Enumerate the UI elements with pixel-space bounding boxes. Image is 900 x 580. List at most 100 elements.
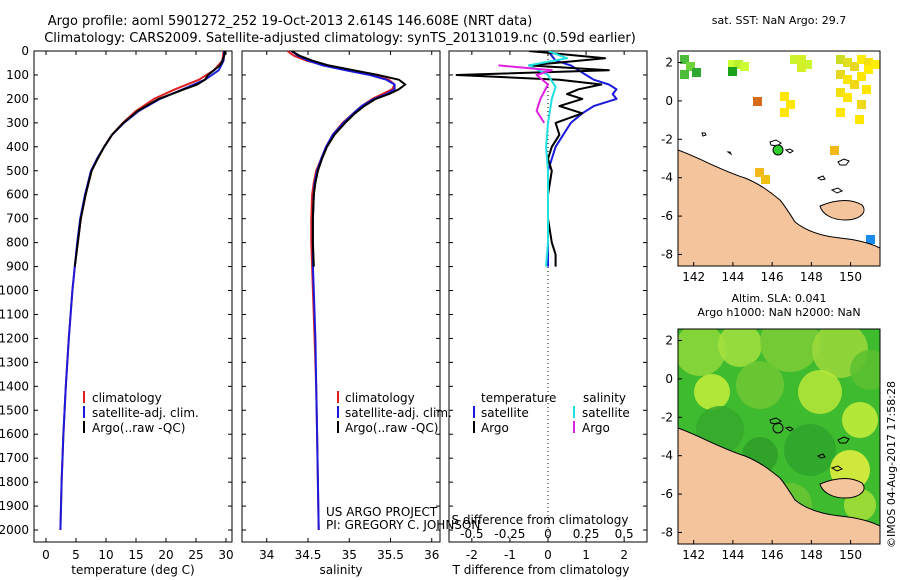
- series-satellite-adj-clim-: [59, 51, 226, 531]
- s-diff-tick-label: 0.25: [573, 527, 600, 541]
- difference-x-ticks: -2 -1 0 1 2 -0.5 -0.25 0 0.25 0.5: [460, 51, 634, 562]
- x-tick-label: 34: [259, 548, 274, 562]
- sst-cell: [728, 67, 737, 76]
- sst-cell: [830, 146, 839, 155]
- sst-cell: [866, 235, 875, 244]
- depth-tick-label: 2000: [0, 523, 29, 537]
- x-tick-label: 0: [42, 548, 50, 562]
- depth-tick-label: 1000: [0, 284, 29, 298]
- legend-label-s-satellite: satellite: [582, 406, 630, 420]
- map-y-tick-label: -6: [661, 487, 673, 501]
- x-tick-label: 2: [620, 548, 628, 562]
- depth-tick-label: 1300: [0, 355, 29, 369]
- sst-cell: [786, 100, 795, 109]
- map-x-tick-label: 144: [721, 270, 744, 284]
- map-y-tick-label: -2: [661, 410, 673, 424]
- project-credit: US ARGO PROJECT: [326, 505, 438, 519]
- s-diff-tick-label: 0: [544, 527, 552, 541]
- land-new-guinea: [678, 427, 880, 544]
- temperature-curves: [59, 51, 226, 531]
- s-diff-tick-label: -0.5: [460, 527, 483, 541]
- temperature-plot-frame: [33, 50, 233, 543]
- s-diff-tick-label: 0.5: [615, 527, 634, 541]
- sst-cell: [850, 62, 859, 71]
- map-x-tick-label: 142: [682, 270, 705, 284]
- depth-tick-label: 500: [6, 164, 29, 178]
- argo-position-marker: [772, 144, 784, 156]
- depth-tick-label: 200: [6, 92, 29, 106]
- map-y-tick-label: 2: [665, 334, 673, 348]
- sla-map: [678, 329, 880, 544]
- x-tick-label: 1: [582, 548, 590, 562]
- sst-cell: [686, 62, 695, 71]
- legend-label-satellite: satellite-adj. clim.: [345, 406, 452, 420]
- map-y-tick-label: -2: [661, 132, 673, 146]
- series-argo-raw-qc-: [73, 51, 226, 267]
- sst-map-frame: [677, 50, 881, 267]
- sst-cell: [803, 60, 812, 69]
- land-island: [819, 200, 865, 221]
- sst-cell: [797, 55, 806, 64]
- depth-tick-label: 1200: [0, 331, 29, 345]
- sla-blob: [718, 329, 762, 367]
- sla-blob: [760, 329, 820, 372]
- sst-cell: [753, 97, 762, 106]
- map-y-tick-label: -4: [661, 171, 673, 185]
- sla-blob: [798, 370, 842, 414]
- depth-tick-label: 1400: [0, 379, 29, 393]
- legend-label-argo: Argo(..raw -QC): [92, 421, 185, 435]
- sst-cell: [836, 88, 845, 97]
- sst-cell: [864, 58, 873, 67]
- figure-title-line1: Argo profile: aoml 5901272_252 19-Oct-20…: [48, 14, 533, 29]
- sla-map-ticks: 142 144 146 148 150 2 0 -2 -4 -6 -8: [661, 334, 862, 562]
- salinity-legend: climatology satellite-adj. clim. Argo(..…: [337, 391, 452, 435]
- series-argo-raw-qc-: [290, 51, 407, 267]
- map-y-tick-label: 0: [665, 372, 673, 386]
- sst-cell: [857, 72, 866, 81]
- land-island: [819, 478, 865, 499]
- series-t-argo: [455, 51, 610, 267]
- legend-title-salinity: salinity: [583, 391, 626, 405]
- depth-tick-label: 600: [6, 188, 29, 202]
- sst-cell: [857, 100, 866, 109]
- sst-cell: [836, 55, 845, 64]
- sst-cell: [836, 70, 845, 79]
- map-x-tick-label: 148: [800, 548, 823, 562]
- sst-cells: [680, 55, 880, 244]
- temperature-legend: climatology satellite-adj. clim. Argo(..…: [83, 391, 199, 435]
- depth-tick-label: 400: [6, 140, 29, 154]
- depth-tick-label: 800: [6, 236, 29, 250]
- map-y-tick-label: -6: [661, 209, 673, 223]
- sst-cell: [862, 85, 871, 94]
- map-x-tick-label: 150: [839, 548, 862, 562]
- sst-cell: [843, 58, 852, 67]
- series-t-satellite: [547, 51, 618, 267]
- x-tick-label: -1: [504, 548, 516, 562]
- sst-cell: [761, 175, 770, 184]
- depth-tick-label: 0: [21, 44, 29, 58]
- series-climatology: [286, 51, 396, 531]
- legend-label-climatology: climatology: [92, 391, 162, 405]
- map-x-tick-label: 148: [800, 270, 823, 284]
- x-tick-label: 0: [544, 548, 552, 562]
- x-tick-label: 10: [98, 548, 113, 562]
- x-tick-label: 20: [158, 548, 173, 562]
- sst-cell: [843, 75, 852, 84]
- sst-cell: [780, 92, 789, 101]
- map-y-tick-label: 2: [665, 56, 673, 70]
- pi-credit: PI: GREGORY C. JOHNSON: [326, 518, 480, 532]
- argo-position-marker: [772, 422, 784, 434]
- difference-curves: [455, 51, 618, 542]
- legend-label-satellite: satellite-adj. clim.: [92, 406, 199, 420]
- series-satellite-adj-clim-: [290, 51, 396, 531]
- series-climatology: [59, 51, 225, 531]
- salinity-curves: [286, 51, 407, 531]
- sla-blob: [850, 350, 880, 390]
- temperature-x-ticks: 0 5 10 15 20 25 30: [42, 51, 234, 562]
- sst-cell: [797, 63, 806, 72]
- x-tick-label: -2: [466, 548, 478, 562]
- depth-tick-label: 100: [6, 68, 29, 82]
- depth-tick-label: 1500: [0, 403, 29, 417]
- x-tick-label: 34.5: [295, 548, 322, 562]
- x-tick-label: 35.5: [377, 548, 404, 562]
